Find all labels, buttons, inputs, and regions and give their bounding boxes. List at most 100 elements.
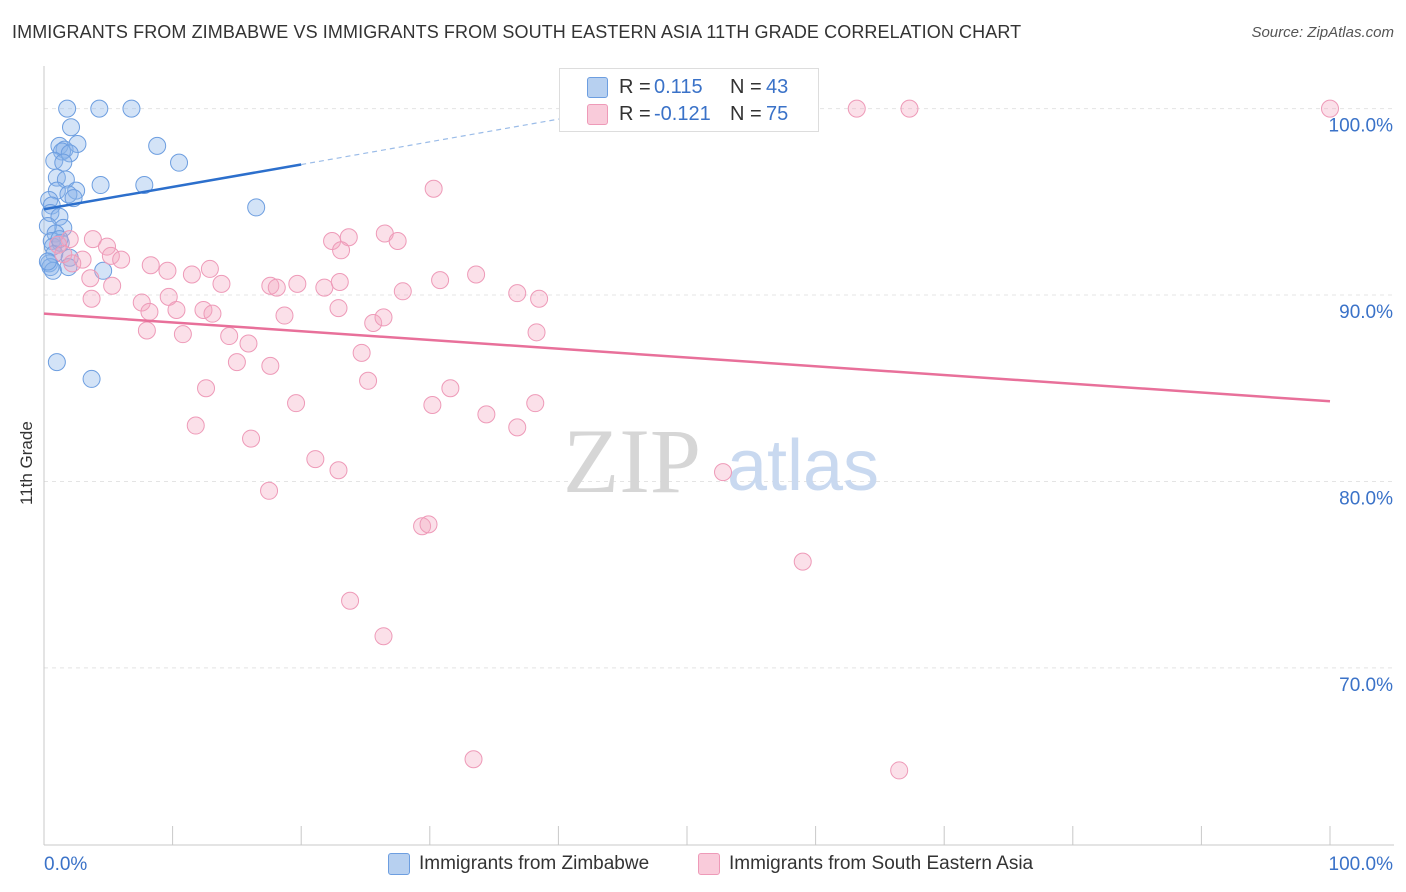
stats-legend: R = 0.115 N = 43 R = -0.121 N = 75	[559, 68, 819, 132]
se-asia-point	[220, 327, 239, 346]
se-asia-point	[203, 304, 222, 323]
se-asia-point	[101, 246, 120, 265]
n-label: N =	[730, 76, 762, 98]
se-asia-point	[441, 379, 460, 398]
se-asia-trend-line	[43, 312, 1331, 403]
watermark: ZIP atlas	[563, 410, 879, 512]
zimbabwe-point	[122, 99, 141, 118]
se-asia-point	[315, 278, 334, 297]
se-asia-point	[182, 265, 201, 284]
zimbabwe-point	[50, 230, 69, 249]
x-tick-label-max: 100.0%	[1329, 854, 1394, 875]
zimbabwe-point	[47, 168, 66, 187]
se-asia-point	[103, 276, 122, 295]
se-asia-point	[332, 241, 351, 260]
se-asia-point	[288, 274, 307, 293]
zimbabwe-point	[47, 353, 66, 372]
zimbabwe-trend-line	[43, 163, 302, 211]
zimbabwe-point	[58, 99, 77, 118]
se-asia-point	[260, 481, 279, 500]
se-asia-point	[847, 99, 866, 118]
y-tick-label: 70.0%	[1339, 675, 1393, 696]
se-asia-point	[112, 250, 131, 269]
se-asia-point	[464, 750, 483, 769]
watermark-atlas: atlas	[727, 426, 879, 506]
se-asia-point	[714, 463, 733, 482]
se-asia-point	[261, 276, 280, 295]
se-asia-point	[82, 289, 101, 308]
se-asia-point	[287, 394, 306, 413]
se-asia-point	[431, 271, 450, 290]
zimbabwe-trend-extension	[301, 111, 598, 166]
se-asia-point	[388, 231, 407, 250]
se-asia-point	[423, 396, 442, 415]
se-asia-point	[323, 231, 342, 250]
se-asia-point	[73, 250, 92, 269]
tick-labels: 70.0% 80.0% 90.0% 100.0% 0.0% 100.0%	[44, 116, 1393, 875]
se-asia-point	[424, 179, 443, 198]
se-asia-point	[173, 325, 192, 344]
zimbabwe-point	[90, 99, 109, 118]
se-asia-point	[477, 405, 496, 424]
zimbabwe-point	[82, 369, 101, 388]
se-asia-point	[81, 269, 100, 288]
chart-title: IMMIGRANTS FROM ZIMBABWE VS IMMIGRANTS F…	[12, 22, 1022, 42]
se-asia-point	[374, 308, 393, 327]
series-legend: Immigrants from Zimbabwe Immigrants from…	[0, 850, 1406, 878]
zimbabwe-point	[135, 176, 154, 195]
se-asia-point	[374, 627, 393, 646]
se-asia-point	[186, 416, 205, 435]
se-asia-point	[1321, 99, 1339, 118]
zimbabwe-point	[148, 136, 167, 155]
se-asia-point	[890, 761, 909, 780]
zimbabwe-point	[62, 118, 81, 137]
zimbabwe-point	[44, 261, 63, 280]
se-asia-point	[242, 429, 261, 448]
se-asia-point	[98, 237, 117, 256]
se-asia-point	[141, 256, 160, 275]
zimbabwe-swatch	[388, 853, 410, 875]
se-asia-point	[364, 314, 383, 332]
zimbabwe-point	[60, 144, 79, 163]
zimbabwe-point	[38, 217, 57, 236]
se-asia-point	[261, 356, 280, 375]
se-asia-point	[352, 343, 371, 362]
n-label: N =	[730, 103, 762, 125]
se-asia-point	[212, 274, 231, 293]
se-asia-point	[467, 265, 486, 284]
r-value-zimbabwe: 0.115	[654, 76, 703, 98]
se-asia-point	[63, 254, 82, 273]
trend-lines	[43, 111, 1331, 403]
se-asia-point	[200, 259, 219, 278]
n-value-se-asia: 75	[766, 103, 789, 125]
se-asia-point	[167, 300, 186, 319]
se-asia-point	[306, 450, 325, 469]
zimbabwe-point	[91, 176, 110, 195]
se-asia-point	[530, 289, 549, 308]
axes	[43, 66, 1394, 846]
y-tick-label: 80.0%	[1339, 488, 1393, 509]
legend-row-se-asia: R = -0.121 N = 75	[560, 100, 818, 127]
se-asia-point	[60, 230, 79, 249]
se-asia-point	[275, 306, 294, 325]
r-value-se-asia: -0.121	[654, 103, 711, 125]
source-credit: Source: ZipAtlas.com	[1251, 24, 1394, 41]
se-asia-point	[526, 394, 545, 413]
se-asia-point	[83, 230, 102, 249]
se-asia-point	[158, 261, 177, 280]
legend-label-se-asia: Immigrants from South Eastern Asia	[729, 853, 1034, 874]
se-asia-point	[140, 302, 159, 321]
se-asia-point	[393, 282, 412, 301]
se-asia-swatch	[698, 853, 720, 875]
se-asia-point	[132, 293, 151, 312]
se-asia-point	[793, 552, 812, 571]
data-points	[38, 99, 1339, 780]
se-asia-point	[341, 591, 360, 610]
se-asia-point	[239, 334, 258, 353]
y-tick-label: 100.0%	[1329, 116, 1394, 137]
se-asia-point	[330, 272, 349, 291]
se-asia-point	[54, 245, 73, 264]
se-asia-point	[508, 418, 527, 437]
r-label: R =	[619, 103, 651, 125]
se-asia-point	[329, 299, 348, 318]
